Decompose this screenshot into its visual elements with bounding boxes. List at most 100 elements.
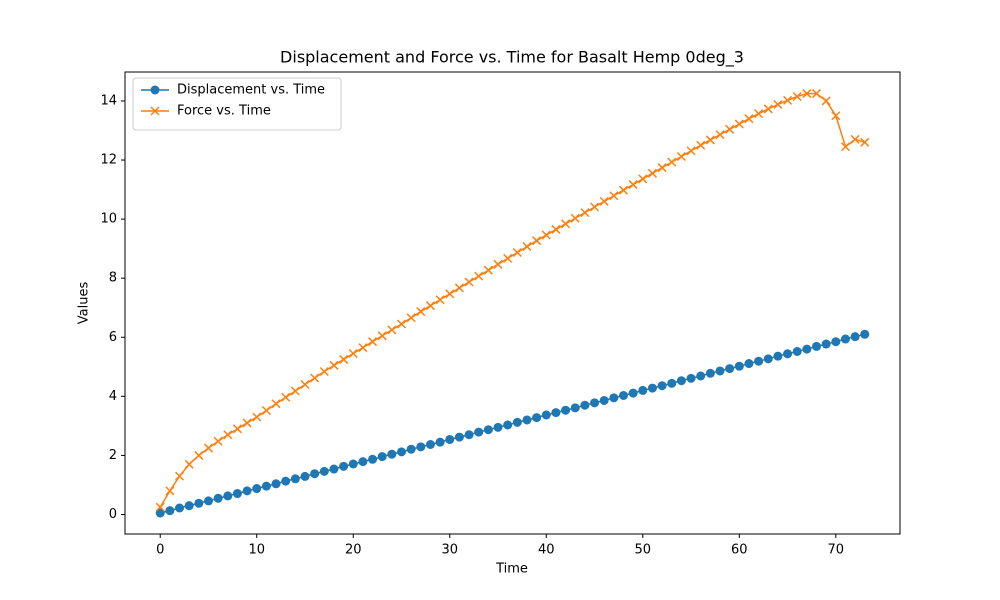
marker xyxy=(831,337,841,347)
marker xyxy=(599,196,609,206)
marker xyxy=(358,343,368,353)
marker xyxy=(387,449,397,459)
marker xyxy=(590,202,600,212)
legend-label: Displacement vs. Time xyxy=(177,83,325,98)
marker xyxy=(580,400,590,410)
marker xyxy=(184,501,194,511)
marker xyxy=(261,405,271,416)
marker xyxy=(493,259,503,269)
marker xyxy=(638,385,648,395)
marker xyxy=(213,436,223,446)
x-tick-label: 0 xyxy=(156,543,164,558)
marker xyxy=(715,366,725,376)
marker xyxy=(686,373,696,383)
marker xyxy=(232,489,242,499)
marker xyxy=(290,474,300,484)
marker xyxy=(416,442,426,452)
marker xyxy=(599,395,609,405)
marker xyxy=(763,354,773,364)
y-tick-label: 4 xyxy=(109,389,117,404)
marker xyxy=(802,344,812,354)
marker xyxy=(503,253,513,263)
marker xyxy=(811,89,822,99)
marker xyxy=(821,96,831,106)
y-tick-label: 12 xyxy=(100,153,117,168)
legend: Displacement vs. Time Force vs. Time xyxy=(132,77,342,131)
marker xyxy=(541,230,551,240)
marker xyxy=(184,459,194,469)
marker xyxy=(512,417,522,427)
y-tick-label: 2 xyxy=(109,448,117,463)
marker xyxy=(541,410,551,420)
marker xyxy=(377,331,387,341)
marker xyxy=(840,334,850,344)
marker xyxy=(831,111,841,121)
marker xyxy=(271,399,281,409)
marker xyxy=(261,481,271,491)
marker xyxy=(319,466,329,476)
x-tick-label: 60 xyxy=(731,543,748,558)
marker xyxy=(194,498,204,508)
marker xyxy=(194,450,204,460)
marker xyxy=(618,185,629,195)
marker xyxy=(551,408,561,418)
marker xyxy=(339,461,349,471)
x-tick-label: 30 xyxy=(441,543,458,558)
marker xyxy=(821,339,831,349)
marker xyxy=(512,247,522,258)
marker xyxy=(425,301,435,311)
marker xyxy=(783,95,793,105)
marker xyxy=(483,425,493,435)
marker xyxy=(165,486,175,496)
marker xyxy=(725,124,735,134)
marker xyxy=(754,356,764,366)
marker xyxy=(744,359,754,369)
marker xyxy=(223,430,233,440)
marker xyxy=(792,346,802,356)
y-tick-label: 10 xyxy=(100,212,117,227)
marker xyxy=(454,432,464,442)
x-tick-label: 40 xyxy=(538,543,555,558)
marker xyxy=(290,386,300,396)
chart-title: Displacement and Force vs. Time for Basa… xyxy=(280,48,744,68)
marker xyxy=(281,476,291,486)
marker xyxy=(358,457,368,467)
marker xyxy=(445,289,455,299)
marker xyxy=(667,378,677,388)
legend-box xyxy=(132,77,342,131)
x-tick-label: 10 xyxy=(248,543,265,558)
marker xyxy=(734,119,744,129)
marker xyxy=(725,364,735,374)
y-tick-label: 14 xyxy=(100,93,117,108)
marker xyxy=(657,163,667,173)
marker xyxy=(628,388,638,398)
marker xyxy=(329,464,339,474)
marker xyxy=(705,135,715,145)
marker xyxy=(464,430,474,440)
marker xyxy=(203,443,214,453)
marker xyxy=(840,142,851,152)
marker xyxy=(271,479,281,489)
marker xyxy=(850,332,860,342)
marker xyxy=(368,337,378,347)
marker xyxy=(319,367,329,377)
marker xyxy=(435,437,445,447)
marker xyxy=(339,354,349,364)
series xyxy=(155,89,870,512)
marker xyxy=(445,434,455,444)
marker xyxy=(580,208,590,218)
marker xyxy=(561,405,571,415)
marker xyxy=(396,319,407,329)
marker xyxy=(397,447,407,457)
marker xyxy=(310,373,320,383)
marker xyxy=(348,348,358,359)
marker xyxy=(570,403,580,413)
marker xyxy=(387,325,397,335)
marker xyxy=(300,471,310,481)
marker xyxy=(647,383,657,393)
marker xyxy=(223,491,233,501)
marker xyxy=(348,459,358,469)
marker xyxy=(474,271,484,281)
plot-frame xyxy=(124,71,901,535)
